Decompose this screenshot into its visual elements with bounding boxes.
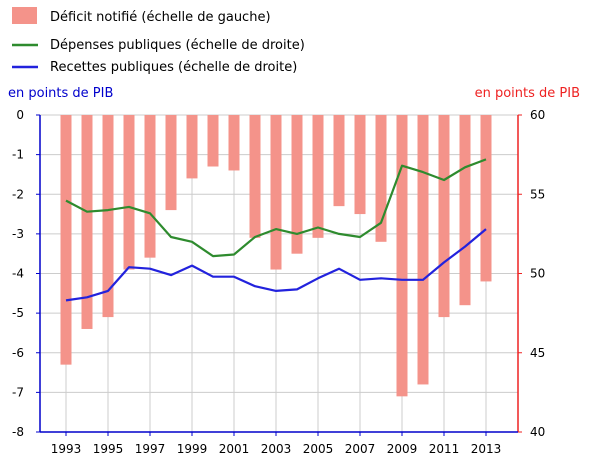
right-axis-tick-label: 60 — [530, 108, 545, 122]
deficit-bar — [417, 115, 429, 385]
deficit-bar — [60, 115, 72, 365]
deficit-bar — [459, 115, 471, 306]
x-axis-tick-label: 1993 — [51, 442, 82, 456]
legend-recettes-label: Recettes publiques (échelle de droite) — [50, 60, 297, 75]
recettes-line — [65, 228, 487, 302]
left-axis-tick-label: -4 — [12, 267, 24, 281]
x-axis-tick-label: 2013 — [471, 442, 502, 456]
legend-deficit-label: Déficit notifié (échelle de gauche) — [50, 10, 271, 25]
deficit-bar — [144, 115, 156, 258]
right-axis-tick-label: 55 — [530, 187, 545, 201]
left-axis-tick-label: -7 — [12, 385, 24, 399]
x-axis-tick-label: 2005 — [303, 442, 334, 456]
deficit-bar — [81, 115, 93, 329]
x-axis-tick-label: 1995 — [93, 442, 124, 456]
left-axis-tick-label: -6 — [12, 346, 24, 360]
deficit-bar — [270, 115, 282, 270]
deficit-bar — [249, 115, 261, 238]
deficit-bar — [396, 115, 408, 397]
deficit-bar — [207, 115, 219, 167]
deficit-bar — [186, 115, 198, 179]
deficit-bar — [333, 115, 345, 207]
right-axis-unit: en points de PIB — [475, 86, 580, 101]
deficit-bars — [60, 115, 492, 397]
deficit-bar — [438, 115, 450, 318]
left-axis-tick-label: -2 — [12, 187, 24, 201]
right-axis-tick-label: 40 — [530, 425, 545, 439]
deficit-bar — [375, 115, 387, 242]
legend-depenses-label: Dépenses publiques (échelle de droite) — [50, 38, 305, 53]
left-axis-tick-label: -8 — [12, 425, 24, 439]
series-lines — [65, 158, 487, 302]
deficit-bar — [165, 115, 177, 211]
left-axis-tick-label: -5 — [12, 306, 24, 320]
legend: Déficit notifié (échelle de gauche) Dépe… — [12, 7, 305, 75]
deficit-bar — [102, 115, 114, 318]
legend-deficit-swatch — [12, 7, 37, 24]
right-axis-tick-label: 50 — [530, 267, 545, 281]
left-axis-tick-label: -1 — [12, 148, 24, 162]
left-axis-tick-label: 0 — [16, 108, 24, 122]
x-axis-tick-label: 1999 — [177, 442, 208, 456]
right-axis-tick-label: 45 — [530, 346, 545, 360]
x-axis-tick-label: 2009 — [387, 442, 418, 456]
depenses-line — [65, 158, 487, 258]
deficit-bar — [354, 115, 366, 215]
deficit-bar — [312, 115, 324, 238]
axes: 0 -1 -2 -3 -4 -5 -6 -7 -8 60 55 50 45 40 1993 1995 1997 1… — [12, 108, 545, 456]
x-axis-tick-label: 2007 — [345, 442, 376, 456]
deficit-bar — [291, 115, 303, 254]
left-axis-tick-label: -3 — [12, 227, 24, 241]
deficit-bar — [480, 115, 492, 282]
left-axis-unit: en points de PIB — [8, 86, 113, 101]
deficit-bar — [123, 115, 135, 270]
x-axis-tick-label: 1997 — [135, 442, 166, 456]
x-axis-tick-label: 2001 — [219, 442, 250, 456]
x-axis-tick-label: 2003 — [261, 442, 292, 456]
x-axis-tick-label: 2011 — [429, 442, 460, 456]
deficit-bar — [228, 115, 240, 171]
